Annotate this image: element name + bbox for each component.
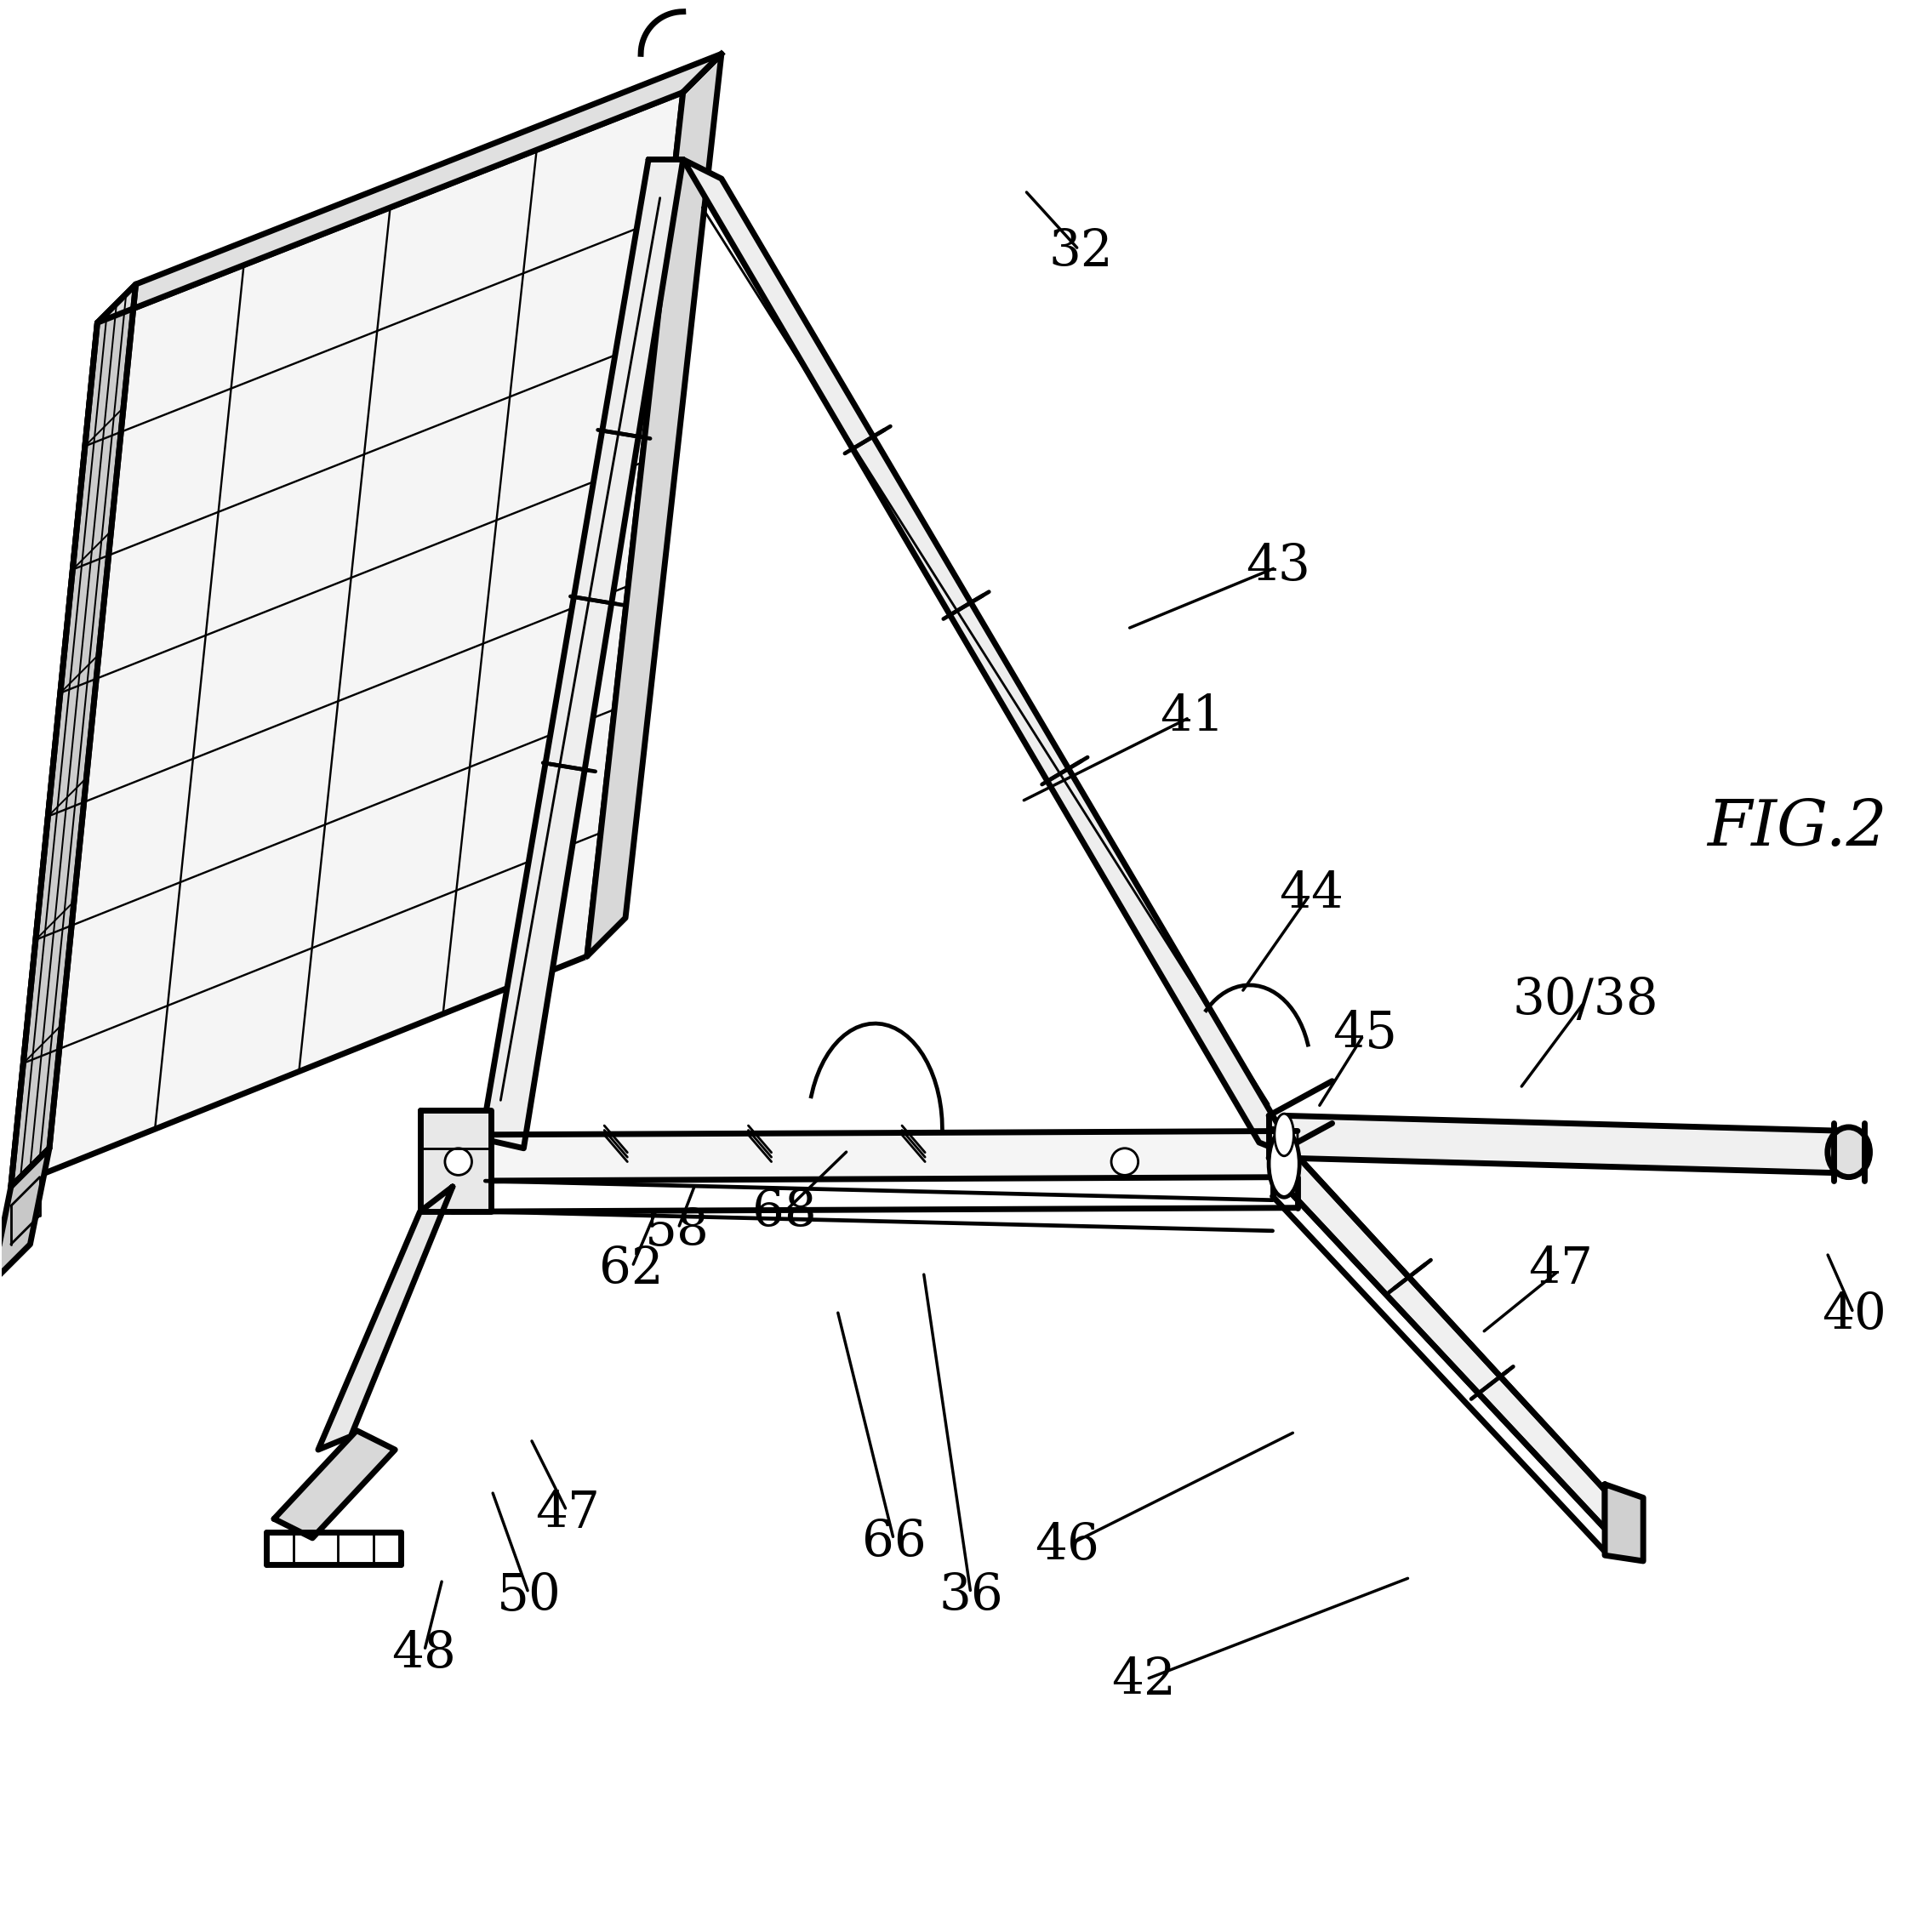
Polygon shape <box>481 160 683 1148</box>
Polygon shape <box>1606 1484 1644 1561</box>
Text: 46: 46 <box>1035 1520 1100 1571</box>
Text: 68: 68 <box>752 1186 817 1236</box>
Text: 66: 66 <box>862 1517 927 1567</box>
Ellipse shape <box>1269 1130 1300 1198</box>
Text: 50: 50 <box>498 1571 562 1621</box>
Polygon shape <box>1273 1128 1606 1528</box>
Text: 40: 40 <box>1823 1291 1886 1341</box>
Text: 47: 47 <box>535 1488 600 1538</box>
Polygon shape <box>0 1148 50 1283</box>
Text: 36: 36 <box>938 1571 1004 1621</box>
Text: 45: 45 <box>1333 1009 1398 1059</box>
Ellipse shape <box>1275 1115 1294 1155</box>
Circle shape <box>444 1148 471 1175</box>
Text: 48: 48 <box>392 1629 456 1677</box>
Polygon shape <box>452 1130 1298 1180</box>
Polygon shape <box>419 1111 490 1211</box>
Text: 30/38: 30/38 <box>1513 976 1660 1026</box>
Text: FIG.2: FIG.2 <box>1708 796 1886 858</box>
Polygon shape <box>98 54 721 323</box>
Ellipse shape <box>1827 1126 1869 1177</box>
Polygon shape <box>1285 1117 1848 1173</box>
Text: 44: 44 <box>1279 867 1344 918</box>
Text: 47: 47 <box>1529 1244 1592 1294</box>
Text: 58: 58 <box>644 1206 710 1256</box>
Circle shape <box>1111 1148 1138 1175</box>
Text: 43: 43 <box>1246 543 1311 591</box>
Polygon shape <box>683 160 1298 1157</box>
Text: 42: 42 <box>1111 1656 1177 1704</box>
Polygon shape <box>273 1430 394 1538</box>
Polygon shape <box>587 54 721 956</box>
Polygon shape <box>12 93 683 1186</box>
Polygon shape <box>12 284 137 1186</box>
Text: 62: 62 <box>598 1244 663 1294</box>
Text: 32: 32 <box>1048 228 1113 276</box>
Text: 41: 41 <box>1160 692 1225 742</box>
Polygon shape <box>317 1186 452 1449</box>
